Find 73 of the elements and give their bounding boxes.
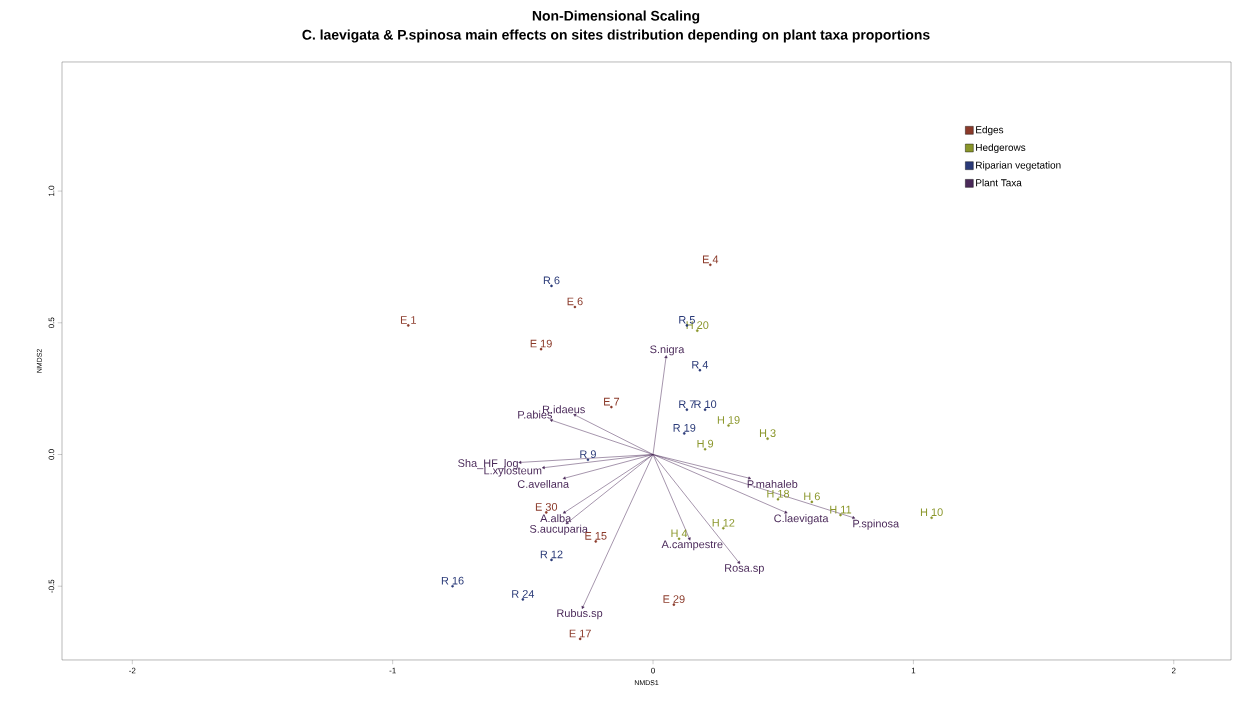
data-label: H 12 [712, 518, 735, 527]
point [703, 447, 707, 451]
point [672, 603, 676, 606]
data-label: H 6 [804, 492, 820, 501]
point [737, 560, 741, 564]
data-label: H 9 [697, 439, 714, 448]
data-label: H 19 [717, 416, 740, 424]
data-label: R 9 [580, 450, 596, 459]
data-label: H 18 [767, 489, 790, 498]
point [727, 424, 730, 427]
data-label: R 16 [441, 576, 464, 585]
point [610, 405, 613, 409]
data-label: H 4 [671, 529, 688, 538]
data-label: E 4 [702, 255, 719, 264]
point [550, 284, 553, 288]
point [451, 584, 454, 588]
data-label: R 12 [540, 550, 563, 559]
data-label: Rosa.sp [725, 564, 764, 575]
data-label: R 6 [543, 276, 560, 285]
point [544, 511, 548, 514]
point [682, 432, 686, 435]
data-label: E 15 [585, 532, 607, 540]
point [766, 437, 769, 440]
data-label: E 7 [604, 397, 620, 406]
legend-label: Plant Taxa [976, 179, 1022, 187]
legend-label: Edges [976, 125, 1004, 136]
point [407, 324, 410, 327]
data-label: S.aucuparia [529, 524, 588, 535]
data-label: S.nigra [650, 345, 685, 356]
data-label: A.alba [540, 514, 572, 523]
data-label: C.avellana [517, 479, 570, 488]
data-label: R 10 [694, 400, 717, 409]
point [709, 263, 712, 267]
data-label: E 29 [663, 595, 685, 603]
data-label: H 3 [759, 429, 776, 438]
data-label: H 10 [920, 508, 943, 517]
data-label: Rubus.sp [557, 608, 603, 620]
data-label: C.laevigata [774, 514, 829, 525]
data-label: A.campestre [661, 540, 723, 551]
data-label: H 11 [830, 505, 852, 514]
point [562, 476, 566, 480]
point [930, 516, 933, 520]
point [784, 510, 788, 514]
data-label: R 7 [679, 400, 695, 409]
point [810, 500, 814, 504]
point [594, 540, 598, 543]
data-label: E 30 [535, 503, 558, 511]
data-label: R 4 [692, 360, 709, 369]
point [518, 460, 522, 464]
chart-subtitle: C. laevigata & P.spinosa main effects on sites distribution depending on plant taxa proportions [302, 29, 930, 43]
data-label: P.spinosa [853, 519, 900, 530]
chart-title: Non-Dimensional Scaling [532, 10, 700, 24]
data-label: E 1 [400, 316, 416, 324]
data-label: E 6 [567, 297, 583, 306]
data-label: R 19 [673, 423, 696, 432]
point [573, 305, 577, 309]
point [698, 368, 702, 372]
point [839, 513, 842, 517]
point [581, 605, 585, 609]
point [748, 476, 752, 480]
legend-label: Riparian vegetation [976, 161, 1061, 171]
data-label: P.mahaleb [747, 479, 798, 488]
data-label: E 19 [530, 339, 552, 348]
point [685, 408, 689, 412]
point [586, 458, 590, 462]
data-label: E 17 [569, 629, 591, 638]
legend-label: Hedgerows [976, 143, 1026, 153]
point [549, 419, 553, 423]
point [696, 329, 699, 332]
point [703, 408, 707, 412]
point [521, 598, 525, 601]
data-label: R 24 [512, 590, 535, 598]
point [562, 510, 567, 514]
